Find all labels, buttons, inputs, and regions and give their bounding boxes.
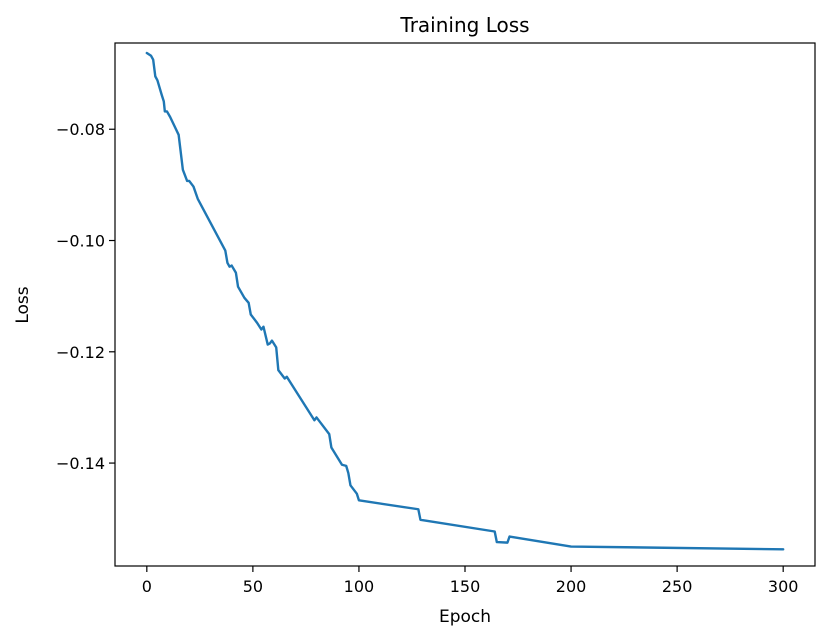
x-axis: 0 50 100 150 200 250 300 bbox=[142, 566, 799, 596]
x-tick-label: 50 bbox=[243, 577, 263, 596]
x-tick-label: 0 bbox=[142, 577, 152, 596]
y-axis-label: Loss bbox=[13, 286, 33, 323]
x-tick-label: 250 bbox=[662, 577, 693, 596]
y-axis: −0.08 −0.10 −0.12 −0.14 bbox=[56, 120, 115, 473]
y-tick-label: −0.10 bbox=[56, 232, 105, 251]
x-tick-label: 100 bbox=[344, 577, 375, 596]
chart-title: Training Loss bbox=[399, 13, 529, 37]
plot-area bbox=[145, 51, 785, 551]
x-tick-label: 200 bbox=[556, 577, 587, 596]
y-tick-label: −0.08 bbox=[56, 120, 105, 139]
x-tick-label: 150 bbox=[450, 577, 481, 596]
x-axis-label: Epoch bbox=[439, 607, 491, 627]
y-tick-label: −0.14 bbox=[56, 454, 105, 473]
y-tick-label: −0.12 bbox=[56, 343, 105, 362]
x-tick-label: 300 bbox=[768, 577, 799, 596]
series-line-0 bbox=[145, 51, 785, 551]
